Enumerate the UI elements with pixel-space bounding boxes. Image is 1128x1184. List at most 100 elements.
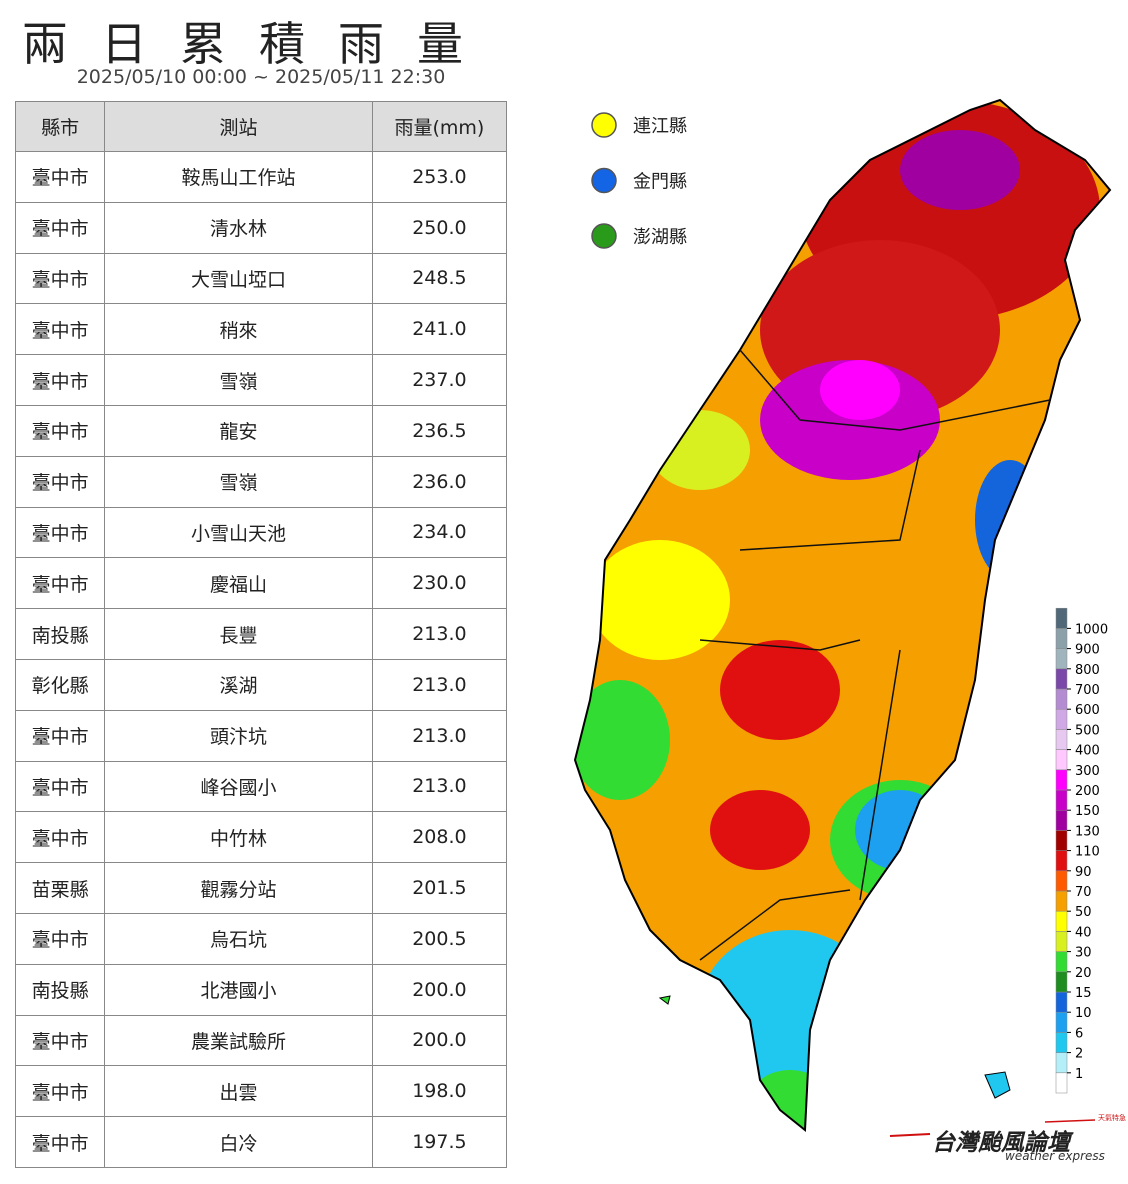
table-row: 臺中市 清水林 250.0 (14, 201, 508, 254)
colorbar-segment (1055, 890, 1068, 912)
colorbar-tick-label: 6 (1075, 1026, 1083, 1041)
table-cell: 197.5 (371, 1116, 508, 1168)
colorbar-segment (1055, 809, 1068, 831)
table-cell: 臺中市 (14, 506, 106, 559)
table-cell: 龍安 (104, 404, 373, 457)
colorbar-segment (1055, 991, 1068, 1013)
table-cell: 200.0 (371, 1014, 508, 1067)
colorbar-segment (1055, 1011, 1068, 1033)
colorbar-segment (1055, 749, 1068, 771)
table-cell: 201.5 (371, 862, 508, 914)
table-cell: 臺中市 (14, 303, 106, 356)
table-cell: 臺中市 (14, 151, 106, 203)
colorbar-segment (1055, 971, 1068, 993)
table-cell: 長豐 (104, 608, 373, 660)
table-cell: 臺中市 (14, 557, 106, 610)
table-row: 臺中市 小雪山天池 234.0 (14, 506, 508, 559)
colorbar-tick-label: 130 (1075, 824, 1100, 839)
table-cell: 200.5 (371, 912, 508, 965)
table-cell: 峰谷國小 (104, 760, 373, 813)
table-cell: 臺中市 (14, 709, 106, 762)
colorbar-tick-label: 20 (1075, 966, 1092, 981)
table-row: 臺中市 出雲 198.0 (14, 1065, 508, 1118)
table-row: 臺中市 峰谷國小 213.0 (14, 760, 508, 813)
colorbar-tick-label: 800 (1075, 663, 1100, 678)
colorbar-tick-label: 110 (1075, 845, 1100, 860)
table-cell: 頭汴坑 (104, 709, 373, 762)
table-cell: 213.0 (371, 760, 508, 813)
colorbar-segment (1055, 628, 1068, 649)
logo-line (889, 1133, 931, 1137)
table-cell: 中竹林 (104, 811, 373, 864)
colorbar-tick-label: 30 (1075, 946, 1092, 961)
subtitle: 2025/05/10 00:00 ~ 2025/05/11 22:30 (76, 66, 446, 88)
colorbar-tick-label: 300 (1075, 764, 1100, 779)
logo-name: 台灣颱風論壇 (932, 1129, 1074, 1156)
logo-tagline: weather express (1005, 1149, 1105, 1163)
table-cell: 清水林 (104, 201, 373, 254)
colorbar-tick-label: 200 (1075, 784, 1100, 799)
column-header: 雨量(mm) (371, 101, 508, 152)
rain-table: 縣市 測站 雨量(mm) 臺中市 鞍馬山工作站 253.0 臺中市 清水林 250.0 臺中市 大雪… (14, 101, 508, 1168)
colorbar-tick-label: 500 (1075, 723, 1100, 738)
title: 兩日累積雨量 (22, 17, 496, 71)
table-row: 臺中市 稍來 241.0 (14, 303, 508, 356)
table-cell: 250.0 (371, 201, 508, 254)
colorbar-segment (1055, 870, 1068, 892)
table-cell: 稍來 (104, 303, 373, 356)
table-cell: 白冷 (104, 1116, 373, 1168)
table-cell: 236.5 (371, 404, 508, 457)
table-cell: 觀霧分站 (104, 862, 373, 914)
table-row: 臺中市 慶福山 230.0 (14, 557, 508, 610)
table-cell: 烏石坑 (104, 912, 373, 965)
county-borders (699, 349, 1051, 961)
colorbar-segment (1055, 951, 1068, 973)
table-row: 臺中市 烏石坑 200.5 (14, 912, 508, 965)
table-cell: 234.0 (371, 506, 508, 559)
table-row: 臺中市 雪嶺 236.0 (14, 455, 508, 508)
table-cell: 臺中市 (14, 455, 106, 508)
table-cell: 臺中市 (14, 760, 106, 813)
table-cell: 臺中市 (14, 252, 106, 305)
table-cell: 大雪山埡口 (104, 252, 373, 305)
colorbar-tick-label: 700 (1075, 683, 1100, 698)
logo-line (1044, 1119, 1096, 1123)
colorbar-segment (1055, 830, 1068, 851)
legend-marker (591, 112, 617, 138)
legend-marker (591, 223, 617, 249)
colorbar-segment (1055, 729, 1068, 750)
legend-label: 連江縣 (633, 116, 687, 137)
colorbar-tick-label: 1000 (1075, 622, 1108, 637)
table-row: 彰化縣 溪湖 213.0 (14, 658, 508, 711)
column-header: 測站 (104, 101, 373, 152)
colorbar-segment (1055, 850, 1068, 872)
table-cell: 236.0 (371, 455, 508, 508)
table-cell: 慶福山 (104, 557, 373, 610)
colorbar-tick-label: 15 (1075, 986, 1092, 1001)
colorbar-segment (1055, 607, 1068, 629)
legend-marker (591, 167, 617, 194)
colorbar-tick-label: 70 (1075, 885, 1092, 900)
colorbar-segment (1055, 1052, 1068, 1074)
table-row: 臺中市 龍安 236.5 (14, 404, 508, 457)
colorbar-segment (1055, 708, 1068, 730)
table-cell: 北港國小 (104, 963, 373, 1016)
table-cell: 農業試驗所 (104, 1014, 373, 1067)
colorbar-segment (1055, 688, 1068, 710)
legend-label: 金門縣 (633, 172, 687, 193)
table-cell: 臺中市 (14, 201, 106, 254)
colorbar-segment (1055, 648, 1068, 670)
island (658, 995, 671, 1005)
colorbar-segment (1055, 789, 1068, 811)
colorbar-tick-label: 40 (1075, 925, 1092, 940)
table-row: 臺中市 白冷 197.5 (14, 1116, 508, 1168)
table-cell: 213.0 (371, 709, 508, 762)
table-row: 苗栗縣 觀霧分站 201.5 (14, 862, 508, 914)
colorbar-tick-label: 10 (1075, 1006, 1092, 1021)
colorbar-segment (1055, 668, 1068, 690)
table-cell: 臺中市 (14, 354, 106, 406)
table-cell: 出雲 (104, 1065, 373, 1118)
colorbar-tick-label: 2 (1075, 1047, 1083, 1062)
